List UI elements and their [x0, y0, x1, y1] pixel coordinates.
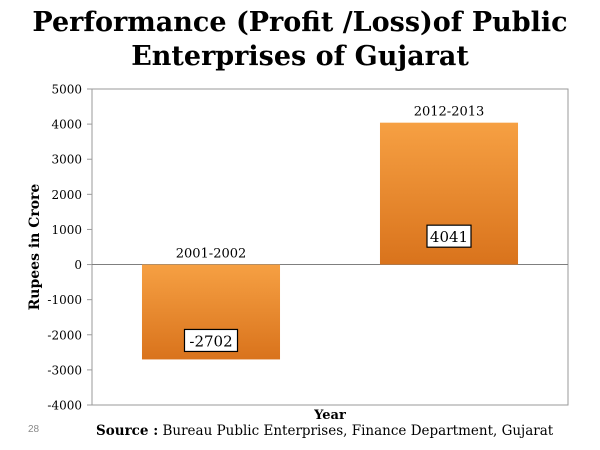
chart-title-line-2: Enterprises of Gujarat: [131, 41, 469, 72]
x-axis-label: Year: [313, 408, 346, 423]
source-label: Source :: [96, 423, 159, 439]
chart-title: Performance (Profit /Loss)of Public Ente…: [0, 6, 600, 74]
slide-number: 28: [28, 424, 40, 435]
y-tick-label: 1000: [51, 223, 82, 237]
data-label: -2702: [189, 332, 232, 350]
y-tick-label: 4000: [51, 118, 82, 132]
y-tick-label: -4000: [47, 399, 82, 413]
data-label: 4041: [430, 228, 468, 246]
y-axis-ticks: 5000 4000 3000 2000 1000 0 -1000 -2000 -3000 -400…: [47, 83, 92, 413]
y-tick-label: 0: [74, 258, 82, 272]
data-label-box: [183, 328, 239, 353]
category-label: 2012-2013: [414, 105, 485, 120]
source-text: Bureau Public Enterprises, Finance Depar…: [158, 423, 554, 439]
category-label: 2001-2002: [176, 247, 247, 262]
data-label-box: [426, 224, 472, 248]
plot-area: [91, 88, 569, 406]
y-tick-label: 2000: [51, 188, 82, 202]
bars-group: 2001-2002 -2702 2012-2013 4041: [141, 105, 519, 360]
y-tick-label: -3000: [47, 363, 82, 377]
chart-title-line-1: Performance (Profit /Loss)of Public: [32, 7, 568, 38]
y-tick-label: 5000: [51, 83, 82, 97]
y-tick-label: 3000: [51, 153, 82, 167]
y-tick-label: -2000: [47, 328, 82, 342]
y-tick-label: -1000: [47, 293, 82, 307]
y-axis-label: Rupees in Crore: [27, 184, 43, 311]
source-note: Source : Bureau Public Enterprises, Fina…: [96, 423, 553, 439]
